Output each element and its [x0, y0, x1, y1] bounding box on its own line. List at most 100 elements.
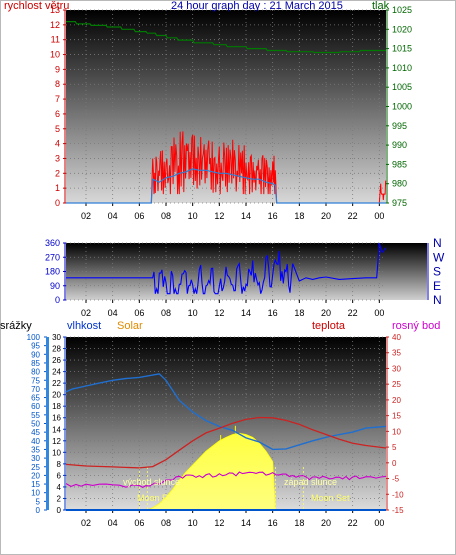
solar-axis-label: Solar: [117, 320, 143, 332]
direction-ytick-label: 0: [55, 295, 60, 305]
rain-ytick-label: 90: [31, 350, 40, 359]
rain-ytick-label: 60: [31, 402, 40, 411]
direction-panel-xtick-label: 04: [108, 308, 118, 318]
rain-ytick-label: 40: [31, 437, 40, 446]
weather-panel-xtick-label: 16: [268, 518, 278, 528]
wind-ytick-label: 10: [50, 50, 60, 60]
wind-panel-xtick-label: 00: [374, 211, 384, 221]
weather-panel-xtick-label: 12: [214, 518, 224, 528]
wind-panel-xtick-label: 02: [81, 211, 91, 221]
temperature-ytick-label: 15: [392, 412, 401, 421]
rain-ytick-label: 80: [31, 368, 40, 377]
humidity-line: [65, 373, 387, 451]
humidity-ytick-label: 4: [57, 483, 62, 492]
dewpoint-axis-label: rosný bod: [392, 320, 441, 332]
weather-panel-xtick-label: 02: [81, 518, 91, 528]
temperature-axis-label: teplota: [312, 320, 346, 332]
direction-panel-xtick-label: 22: [348, 308, 358, 318]
weather-panel-xtick-label: 06: [134, 518, 144, 528]
pressure-ytick-label: 1015: [392, 44, 412, 54]
wind-ytick-label: 4: [55, 139, 60, 149]
wind-ytick-label: 11: [51, 35, 60, 45]
humidity-ytick-label: 26: [52, 356, 61, 365]
temperature-ytick-label: -5: [392, 475, 400, 484]
wind-ytick-label: 2: [55, 168, 60, 178]
dewpoint-line: [65, 471, 387, 489]
sunset-label: západ slunce: [284, 477, 338, 487]
rain-axis: [46, 337, 49, 510]
pressure-ytick-label: 975: [392, 198, 407, 208]
humidity-ytick-label: 6: [57, 471, 62, 480]
wind-panel-xtick-label: 22: [348, 211, 358, 221]
direction-panel-xtick-label: 02: [81, 308, 91, 318]
wind-ytick-label: 6: [55, 109, 60, 119]
humidity-ytick-label: 30: [52, 333, 61, 342]
compass-label: N: [433, 236, 442, 250]
direction-panel-xtick-label: 16: [268, 308, 278, 318]
humidity-ytick-label: 12: [52, 437, 61, 446]
rain-ytick-label: 0: [36, 506, 41, 515]
wind-panel-xtick-label: 16: [268, 211, 278, 221]
humidity-ytick-label: 24: [52, 368, 61, 377]
temperature-ytick-label: 40: [392, 333, 401, 342]
rain-ytick-label: 85: [31, 359, 40, 368]
direction-panel-xtick-label: 00: [374, 308, 384, 318]
humidity-ytick-label: 14: [52, 425, 61, 434]
rain-ytick-label: 50: [31, 420, 40, 429]
humidity-ytick-label: 10: [52, 448, 61, 457]
temperature-ytick-label: 5: [392, 443, 397, 452]
humidity-ytick-label: 18: [52, 402, 61, 411]
pressure-ytick-label: 1025: [392, 5, 412, 15]
temperature-ytick-label: 10: [392, 427, 401, 436]
rain-ytick-label: 55: [31, 411, 40, 420]
pressure-ytick-label: 1000: [392, 102, 412, 112]
wind-ytick-label: 7: [55, 94, 60, 104]
humidity-ytick-label: 28: [52, 345, 61, 354]
wind-panel-xtick-label: 08: [161, 211, 171, 221]
moonrise-label: Moon Ri: [137, 493, 171, 503]
wind-ytick-label: 0: [55, 198, 60, 208]
humidity-ytick-label: 0: [57, 506, 62, 515]
pressure-ytick-label: 990: [392, 140, 407, 150]
wind-ytick-label: 3: [55, 153, 60, 163]
rain-ytick-label: 15: [31, 480, 40, 489]
rain-ytick-label: 35: [31, 445, 40, 454]
wind-panel-xtick-label: 06: [134, 211, 144, 221]
solar-area: [147, 432, 276, 511]
compass-label: E: [433, 279, 441, 293]
humidity-ytick-label: 16: [52, 414, 61, 423]
temperature-ytick-label: -15: [392, 506, 404, 515]
pressure-axis-label: tlak: [372, 0, 390, 12]
sunrise-label: východ slunce: [123, 477, 181, 487]
pressure-ytick-label: 1010: [392, 63, 412, 73]
temperature-ytick-label: 25: [392, 380, 401, 389]
weather-panel-xtick-label: 00: [374, 518, 384, 528]
weather-panel-xtick-label: 20: [321, 518, 331, 528]
humidity-ytick-label: 22: [52, 379, 61, 388]
humidity-ytick-label: 2: [57, 494, 62, 503]
direction-ytick-label: 90: [50, 281, 60, 291]
pressure-ytick-label: 995: [392, 121, 407, 131]
rain-ytick-label: 95: [31, 342, 40, 351]
rain-ytick-label: 100: [27, 333, 41, 342]
direction-panel-xtick-label: 20: [321, 308, 331, 318]
wind-ytick-label: 9: [55, 64, 60, 74]
wind-ytick-label: 8: [55, 79, 60, 89]
weather-panel-xtick-label: 14: [241, 518, 251, 528]
rain-ytick-label: 70: [31, 385, 40, 394]
pressure-ytick-label: 985: [392, 159, 407, 169]
wind-panel-xtick-label: 14: [241, 211, 251, 221]
rain-ytick-label: 75: [31, 376, 40, 385]
pressure-ytick-label: 1005: [392, 82, 412, 92]
rain-axis-label: srážky: [0, 320, 32, 332]
direction-panel-xtick-label: 18: [294, 308, 304, 318]
wind-panel-xtick-label: 04: [108, 211, 118, 221]
weather-panel-xtick-label: 04: [108, 518, 118, 528]
wind-speed-line: [66, 131, 387, 204]
wind-ytick-label: 5: [55, 124, 60, 134]
compass-label: N: [433, 293, 442, 307]
wind-direction-line: [66, 242, 387, 295]
rain-ytick-label: 25: [31, 463, 40, 472]
humidity-axis-label: vlhkost: [67, 320, 102, 332]
chart-title: 24 hour graph day : 21 March 2015: [171, 0, 343, 12]
